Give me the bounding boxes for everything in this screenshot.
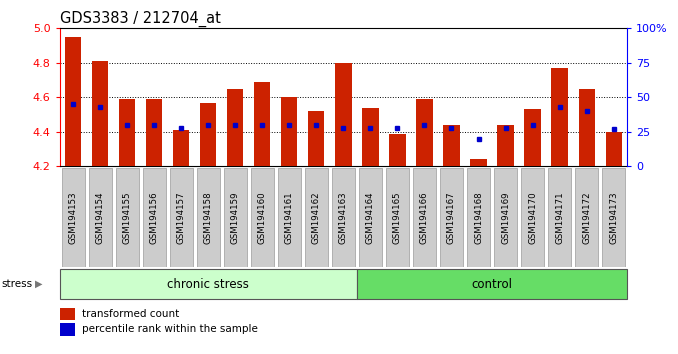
- Text: GSM194162: GSM194162: [312, 192, 321, 244]
- Text: GSM194153: GSM194153: [68, 192, 78, 244]
- Bar: [200, 103, 216, 166]
- Text: GDS3383 / 212704_at: GDS3383 / 212704_at: [60, 11, 220, 27]
- Text: GSM194170: GSM194170: [528, 192, 537, 244]
- Bar: [146, 99, 162, 166]
- FancyBboxPatch shape: [197, 168, 220, 267]
- Text: GSM194156: GSM194156: [150, 192, 159, 244]
- Text: GSM194172: GSM194172: [582, 192, 591, 244]
- Text: GSM194159: GSM194159: [231, 192, 240, 244]
- Bar: [336, 63, 351, 166]
- Text: percentile rank within the sample: percentile rank within the sample: [81, 325, 258, 335]
- Bar: [308, 111, 325, 166]
- Text: GSM194167: GSM194167: [447, 192, 456, 244]
- Bar: [227, 89, 243, 166]
- FancyBboxPatch shape: [224, 168, 247, 267]
- Bar: [551, 68, 567, 166]
- FancyBboxPatch shape: [386, 168, 409, 267]
- FancyBboxPatch shape: [170, 168, 193, 267]
- Text: transformed count: transformed count: [81, 309, 179, 319]
- FancyBboxPatch shape: [440, 168, 463, 267]
- Bar: [362, 108, 378, 166]
- Text: chronic stress: chronic stress: [167, 278, 250, 291]
- FancyBboxPatch shape: [521, 168, 544, 267]
- FancyBboxPatch shape: [359, 168, 382, 267]
- Text: GSM194157: GSM194157: [177, 192, 186, 244]
- FancyBboxPatch shape: [548, 168, 571, 267]
- Text: GSM194173: GSM194173: [609, 192, 618, 244]
- FancyBboxPatch shape: [143, 168, 165, 267]
- Text: GSM194158: GSM194158: [204, 192, 213, 244]
- FancyBboxPatch shape: [467, 168, 490, 267]
- FancyBboxPatch shape: [413, 168, 436, 267]
- Bar: [60, 269, 357, 299]
- FancyBboxPatch shape: [278, 168, 301, 267]
- Text: stress: stress: [1, 279, 33, 289]
- Bar: [281, 97, 298, 166]
- Text: GSM194165: GSM194165: [393, 192, 402, 244]
- Bar: [498, 125, 514, 166]
- FancyBboxPatch shape: [89, 168, 112, 267]
- Bar: [578, 89, 595, 166]
- FancyBboxPatch shape: [305, 168, 328, 267]
- Bar: [471, 159, 487, 166]
- FancyBboxPatch shape: [602, 168, 625, 267]
- Bar: [173, 130, 189, 166]
- Bar: [119, 99, 136, 166]
- Text: GSM194161: GSM194161: [285, 192, 294, 244]
- Text: GSM194171: GSM194171: [555, 192, 564, 244]
- FancyBboxPatch shape: [62, 168, 85, 267]
- Bar: [254, 82, 271, 166]
- Text: GSM194169: GSM194169: [501, 192, 510, 244]
- FancyBboxPatch shape: [575, 168, 598, 267]
- Bar: [60, 324, 75, 336]
- FancyBboxPatch shape: [251, 168, 274, 267]
- FancyBboxPatch shape: [332, 168, 355, 267]
- Bar: [357, 269, 627, 299]
- Bar: [525, 109, 540, 166]
- Text: control: control: [471, 278, 513, 291]
- Bar: [416, 99, 433, 166]
- Bar: [443, 125, 460, 166]
- Text: ▶: ▶: [35, 279, 43, 289]
- Bar: [60, 308, 75, 320]
- Bar: [92, 61, 108, 166]
- Text: GSM194154: GSM194154: [96, 192, 104, 244]
- Bar: [65, 37, 81, 166]
- Text: GSM194168: GSM194168: [474, 192, 483, 244]
- Bar: [389, 133, 405, 166]
- FancyBboxPatch shape: [494, 168, 517, 267]
- Text: GSM194163: GSM194163: [339, 192, 348, 244]
- Text: GSM194164: GSM194164: [366, 192, 375, 244]
- Text: GSM194166: GSM194166: [420, 192, 429, 244]
- Bar: [605, 132, 622, 166]
- Text: GSM194160: GSM194160: [258, 192, 267, 244]
- FancyBboxPatch shape: [116, 168, 139, 267]
- Text: GSM194155: GSM194155: [123, 192, 132, 244]
